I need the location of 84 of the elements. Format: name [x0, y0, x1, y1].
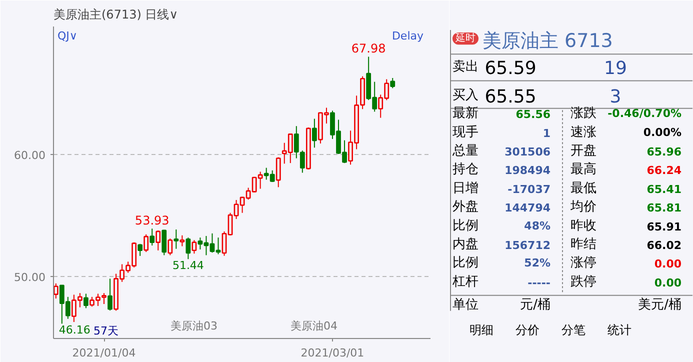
candlestick [312, 118, 317, 148]
candlestick [138, 243, 143, 256]
text: 301506 [504, 145, 551, 158]
text: 速涨 [570, 124, 596, 140]
text: 总量 [452, 143, 478, 158]
text: 内盘 [452, 236, 478, 252]
y-tick-label: 60.00 [14, 148, 46, 162]
candlestick [156, 230, 161, 251]
text: 美原油主 6713 [482, 30, 613, 52]
text: 杠杆 [452, 274, 478, 290]
text: 单位 [452, 297, 478, 312]
text: 外盘 [452, 200, 478, 215]
text: 52% [524, 256, 551, 270]
annotation: 51.44 [172, 259, 204, 272]
text: 持仓 [452, 162, 478, 178]
text: 均价 [570, 200, 596, 215]
candlestick [390, 78, 396, 89]
text: 统计 [608, 322, 632, 337]
text: 分笔 [562, 322, 586, 337]
text: 0.00% [643, 126, 682, 139]
text: 比例 [452, 218, 478, 234]
text: 65.91 [646, 220, 682, 234]
chart-title: 美原油主(6713) 日线∨ [54, 8, 178, 22]
text: 1 [542, 126, 550, 140]
text: 昨收 [570, 218, 596, 234]
text: 延时 [454, 32, 476, 44]
text: 明细 [470, 322, 494, 337]
text: 65.59 [484, 58, 536, 80]
text: 分价 [516, 322, 540, 337]
text: 比例 [452, 256, 478, 271]
candlestick [150, 228, 155, 246]
text: 0.00 [654, 258, 682, 271]
text: 65.55 [484, 86, 536, 108]
text: 卖出 [452, 60, 478, 75]
candlestick [186, 237, 191, 260]
text: 昨结 [570, 236, 596, 252]
x-tick-label: 2021/03/01 [300, 346, 364, 360]
annotation: 46.16 [58, 324, 90, 337]
text: 最低 [570, 180, 596, 196]
text: 65.81 [646, 202, 682, 215]
text: 美元/桶 [638, 296, 682, 312]
text: -17037 [508, 182, 551, 196]
annotation: 57天 [94, 324, 118, 338]
text: 65.96 [646, 145, 682, 158]
text: 65.41 [646, 182, 682, 196]
text: 66.02 [646, 238, 682, 252]
text: -0.46/0.70% [608, 107, 682, 120]
text: 涨停 [570, 256, 596, 271]
candlestick [174, 228, 179, 250]
annotation: QJ∨ [58, 30, 78, 42]
candlestick [192, 240, 197, 254]
annotation: 美原油03 [170, 320, 218, 332]
text: 19 [604, 58, 627, 80]
candlestick [108, 278, 112, 311]
text: 元/桶 [520, 297, 551, 312]
y-tick-label: 50.00 [14, 271, 46, 284]
text: 48% [524, 219, 551, 232]
text: 0.00 [654, 276, 682, 290]
text: 涨跌 [570, 106, 596, 122]
annotation: 53.93 [134, 214, 170, 228]
annotation: Delay [392, 30, 424, 42]
text: 日增 [452, 180, 478, 196]
text: 3 [610, 86, 622, 108]
text: 买入 [452, 88, 478, 103]
text: 最新 [452, 106, 478, 122]
text: 跌停 [570, 274, 596, 290]
text: 65.56 [516, 108, 551, 122]
candlestick [180, 234, 185, 247]
x-tick-label: 2021/01/04 [72, 346, 136, 360]
text: 198494 [504, 164, 551, 178]
annotation: 67.98 [351, 42, 386, 56]
candlestick [84, 293, 88, 309]
text: 144794 [504, 202, 551, 215]
candlestick [168, 238, 173, 256]
text: ----- [528, 276, 550, 290]
candlestick [144, 234, 149, 252]
text: 66.24 [646, 164, 682, 178]
candlestick [162, 229, 167, 256]
annotation: 美原油04 [290, 320, 338, 332]
text: 156712 [504, 238, 551, 252]
text: 现手 [452, 124, 478, 140]
text: 最高 [570, 161, 596, 178]
text: 开盘 [570, 143, 596, 158]
candlestick [276, 156, 281, 188]
